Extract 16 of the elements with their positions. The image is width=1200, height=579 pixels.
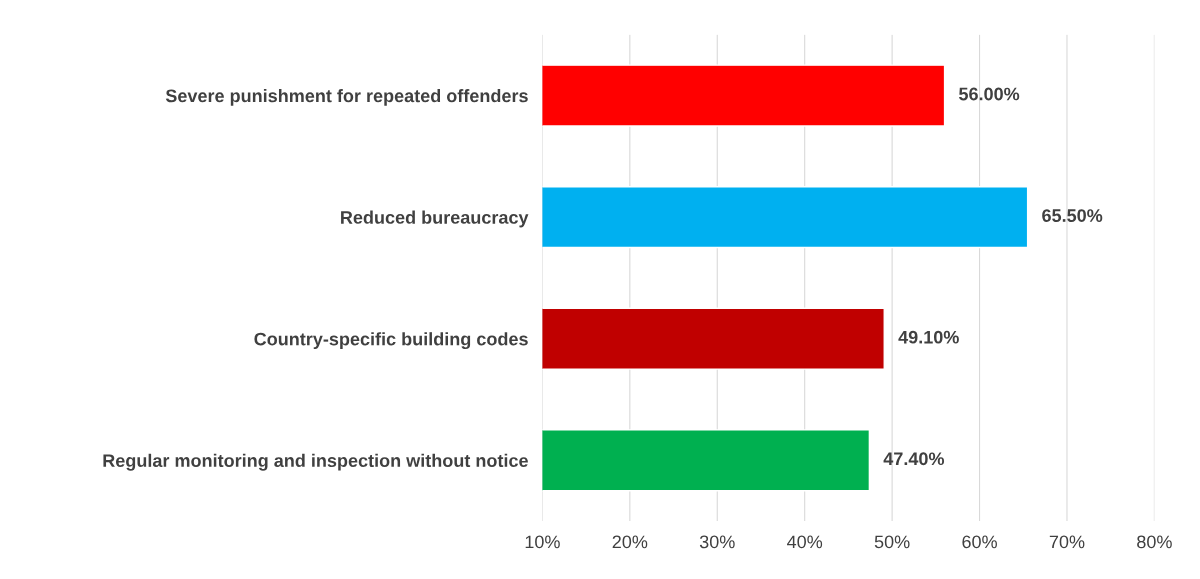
x-tick-label: 20%: [612, 535, 648, 549]
x-tick-label: 50%: [874, 535, 910, 549]
x-tick-label: 70%: [1049, 535, 1085, 549]
x-tick-label: 80%: [1137, 535, 1172, 549]
data-label: 47.40%: [883, 452, 945, 466]
x-tick-label: 40%: [787, 535, 823, 549]
y-tick-label: Regular monitoring and inspection without notice: [103, 453, 528, 471]
y-tick-label: Country-specific building codes: [254, 332, 528, 350]
x-tick-label: 60%: [962, 535, 997, 549]
data-label: 65.50%: [1042, 209, 1103, 222]
y-tick-label: Reduced bureaucracy: [341, 210, 529, 228]
data-label: 49.10%: [898, 330, 959, 344]
x-tick-label: 10%: [525, 535, 560, 549]
y-tick-label: Severe punishment for repeated offenders: [165, 88, 528, 106]
data-label: 56.00%: [959, 87, 1020, 101]
x-tick-label: 30%: [699, 535, 735, 549]
